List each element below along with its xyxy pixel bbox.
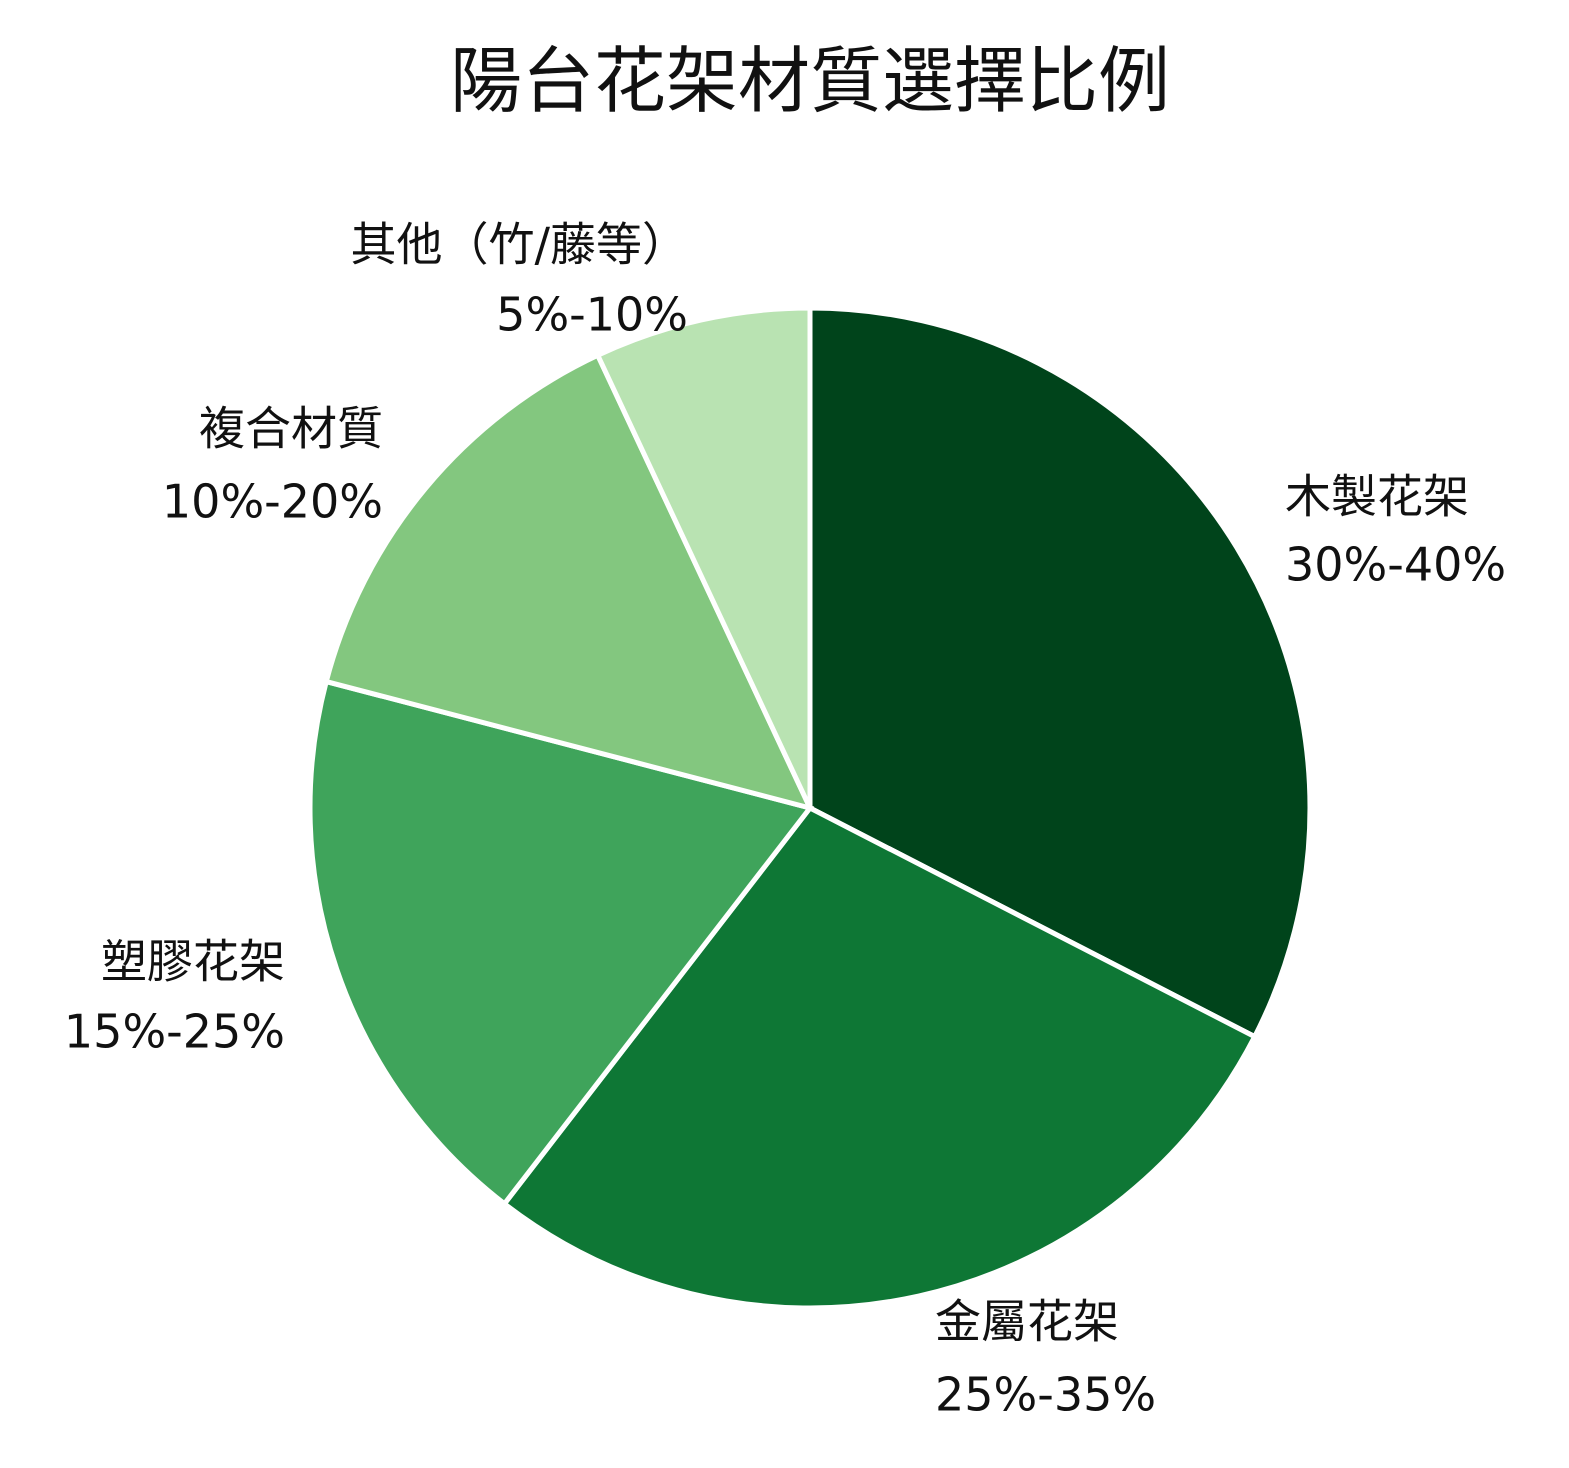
slice-label: 其他（竹/藤等） <box>351 218 689 272</box>
chart-title: 陽台花架材質選擇比例 <box>449 39 1170 123</box>
pie-slice <box>307 678 815 1208</box>
slice-label: 木製花架 <box>1285 470 1469 524</box>
pie-slice <box>807 305 1313 1040</box>
pie-slice <box>500 804 1259 1311</box>
slice-value-label: 5%-10% <box>496 288 688 342</box>
pie-slice <box>594 305 813 810</box>
slice-label: 金屬花架 <box>935 1295 1119 1349</box>
slice-value-label: 30%-40% <box>1285 538 1506 592</box>
slice-value-label: 15%-25% <box>64 1005 285 1059</box>
slice-label: 塑膠花架 <box>101 935 285 989</box>
slice-value-label: 25%-35% <box>935 1368 1156 1422</box>
slice-label: 複合材質 <box>199 402 383 456</box>
slice-value-label: 10%-20% <box>162 475 383 529</box>
pie-slice <box>323 351 815 812</box>
